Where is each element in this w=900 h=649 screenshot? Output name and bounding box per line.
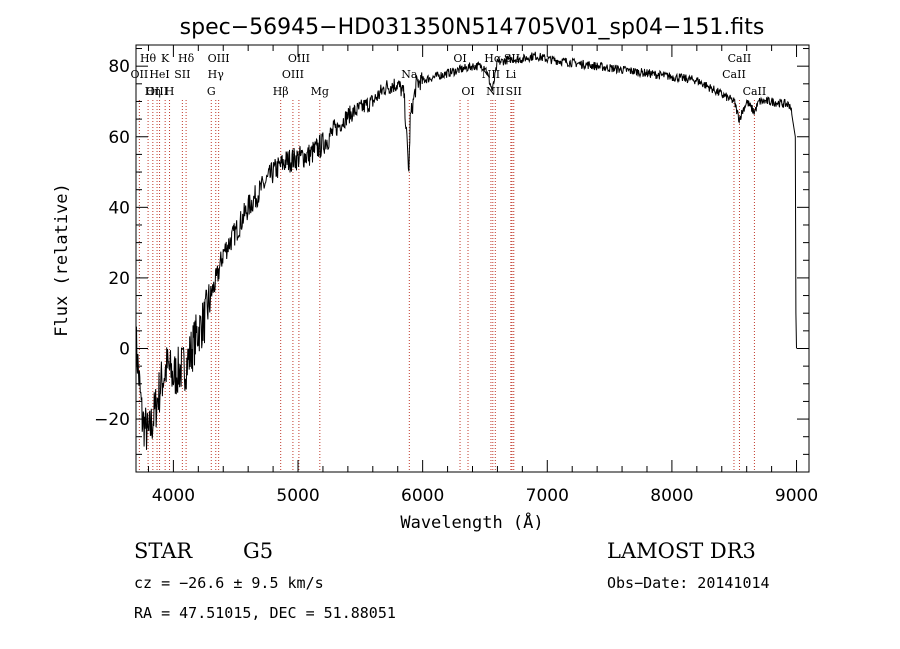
observation-date: Obs−Date: 20141014 bbox=[607, 574, 770, 592]
spectral-line-label: Hθ bbox=[140, 52, 157, 65]
x-tick-label: 7000 bbox=[526, 486, 569, 506]
spectral-line-label: CaII bbox=[722, 68, 746, 81]
spectral-line-label: HeI bbox=[149, 68, 169, 81]
x-tick-label: 5000 bbox=[276, 486, 319, 506]
x-tick-label: 8000 bbox=[650, 486, 693, 506]
spectral-line-label: K bbox=[161, 52, 170, 65]
chart-title: spec−56945−HD031350N514705V01_sp04−151.f… bbox=[180, 15, 765, 40]
spectral-line-label: OIII bbox=[288, 52, 310, 65]
x-tick-label: 6000 bbox=[401, 486, 444, 506]
y-axis-label: Flux (relative) bbox=[52, 183, 72, 337]
axis-ticks: 4000 5000 6000 7000 8000 9000 −20 0 20 40 60 80 bbox=[94, 45, 818, 506]
plot-frame bbox=[135, 44, 810, 473]
spectral-line-label: OIII bbox=[282, 68, 304, 81]
y-tick-label: 20 bbox=[108, 269, 130, 289]
spectral-line-label: OIII bbox=[146, 85, 168, 98]
object-class: STAR bbox=[134, 539, 193, 563]
spectral-line-label: OIII bbox=[208, 52, 230, 65]
y-tick-label: 0 bbox=[119, 339, 130, 359]
spectrum-line bbox=[135, 51, 797, 450]
spectral-lines: Hθ OII OIII K HeI Hη H SII Hδ OIII Hγ G OIII OIII Hβ Mg… bbox=[131, 52, 767, 472]
spectrum-series bbox=[135, 51, 797, 450]
x-tick-label: 4000 bbox=[152, 486, 195, 506]
spectral-line-label: CaII bbox=[728, 52, 752, 65]
x-tick-label: 9000 bbox=[775, 486, 818, 506]
spectral-line-label: OI bbox=[453, 52, 466, 65]
coordinates-radec: RA = 47.51015, DEC = 51.88051 bbox=[134, 604, 396, 622]
spectral-line-label: Hδ bbox=[178, 52, 195, 65]
spectral-line-label: NII bbox=[486, 85, 504, 98]
spectral-line-label: Na bbox=[401, 68, 418, 81]
spectral-line-label: SII bbox=[506, 85, 522, 98]
spectral-line-label: H bbox=[165, 85, 175, 98]
spectral-line-label: Hγ bbox=[208, 68, 225, 81]
y-tick-label: −20 bbox=[94, 410, 130, 430]
spectral-line-label: Mg bbox=[311, 85, 329, 98]
survey-name: LAMOST DR3 bbox=[607, 539, 756, 563]
x-axis-label: Wavelength (Å) bbox=[400, 511, 543, 533]
redshift-cz: cz = −26.6 ± 9.5 km/s bbox=[134, 574, 324, 592]
spectral-line-label: Li bbox=[505, 68, 516, 81]
spectral-line-label: Hα bbox=[484, 52, 502, 65]
spectral-line-label: SII bbox=[174, 68, 190, 81]
spectral-line-label: Hβ bbox=[273, 85, 289, 98]
y-tick-label: 40 bbox=[108, 198, 130, 218]
spectral-line-label: OII bbox=[131, 68, 149, 81]
object-subclass: G5 bbox=[243, 539, 273, 563]
spectral-line-label: OI bbox=[461, 85, 474, 98]
spectral-line-label: G bbox=[207, 85, 216, 98]
y-tick-label: 80 bbox=[108, 57, 130, 77]
y-tick-label: 60 bbox=[108, 128, 130, 148]
spectral-line-label: Hη bbox=[145, 85, 161, 98]
spectral-line-label: CaII bbox=[743, 85, 767, 98]
